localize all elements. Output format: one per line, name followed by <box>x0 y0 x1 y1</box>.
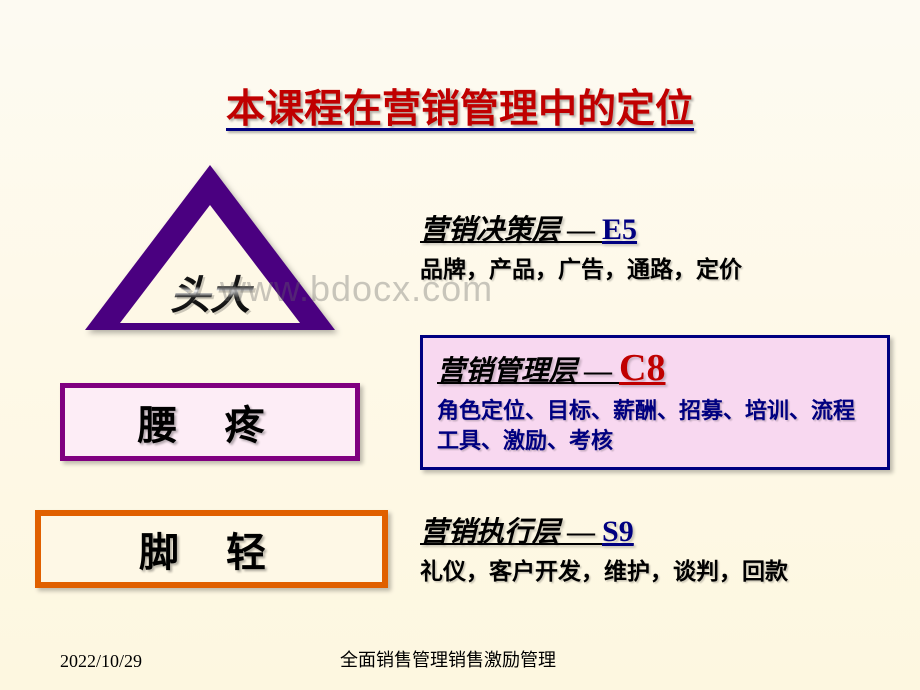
layer-execution-code: S9 <box>602 515 634 548</box>
pyramid-middle-box: 腰 疼 <box>60 383 360 461</box>
pyramid-top-triangle: 头大 <box>85 165 335 330</box>
dash: — <box>560 215 602 246</box>
layer-management-heading-text: 营销管理层 <box>437 356 577 387</box>
layer-management-heading: 营销管理层 — C8 <box>437 346 873 390</box>
layer-execution-subtitle: 礼仪，客户开发，维护，谈判，回款 <box>420 556 900 587</box>
layer-decision-subtitle: 品牌，产品，广告，通路，定价 <box>420 254 900 285</box>
footer-caption: 全面销售管理销售激励管理 <box>340 646 556 672</box>
footer-date: 2022/10/29 <box>60 651 142 672</box>
dash: — <box>577 356 619 387</box>
pyramid-bottom-label: 脚 轻 <box>139 520 284 578</box>
layer-decision-heading-text: 营销决策层 <box>420 215 560 246</box>
pyramid-bottom-box: 脚 轻 <box>35 510 388 588</box>
layer-management-code: C8 <box>619 347 665 389</box>
layer-management-box: 营销管理层 — C8 角色定位、目标、薪酬、招募、培训、流程工具、激励、考核 <box>420 335 890 470</box>
pyramid-top-label: 头大 <box>85 263 335 321</box>
layer-decision: 营销决策层 — E5 品牌，产品，广告，通路，定价 <box>420 208 900 285</box>
pyramid-middle-label: 腰 疼 <box>137 393 282 451</box>
dash: — <box>560 517 602 548</box>
layer-decision-code: E5 <box>602 213 637 246</box>
layer-decision-heading: 营销决策层 — E5 <box>420 208 900 248</box>
layer-execution-heading-text: 营销执行层 <box>420 517 560 548</box>
slide-title: 本课程在营销管理中的定位 <box>226 78 694 134</box>
layer-execution-heading: 营销执行层 — S9 <box>420 510 900 550</box>
layer-management-subtitle: 角色定位、目标、薪酬、招募、培训、流程工具、激励、考核 <box>437 396 873 455</box>
layer-execution: 营销执行层 — S9 礼仪，客户开发，维护，谈判，回款 <box>420 510 900 587</box>
